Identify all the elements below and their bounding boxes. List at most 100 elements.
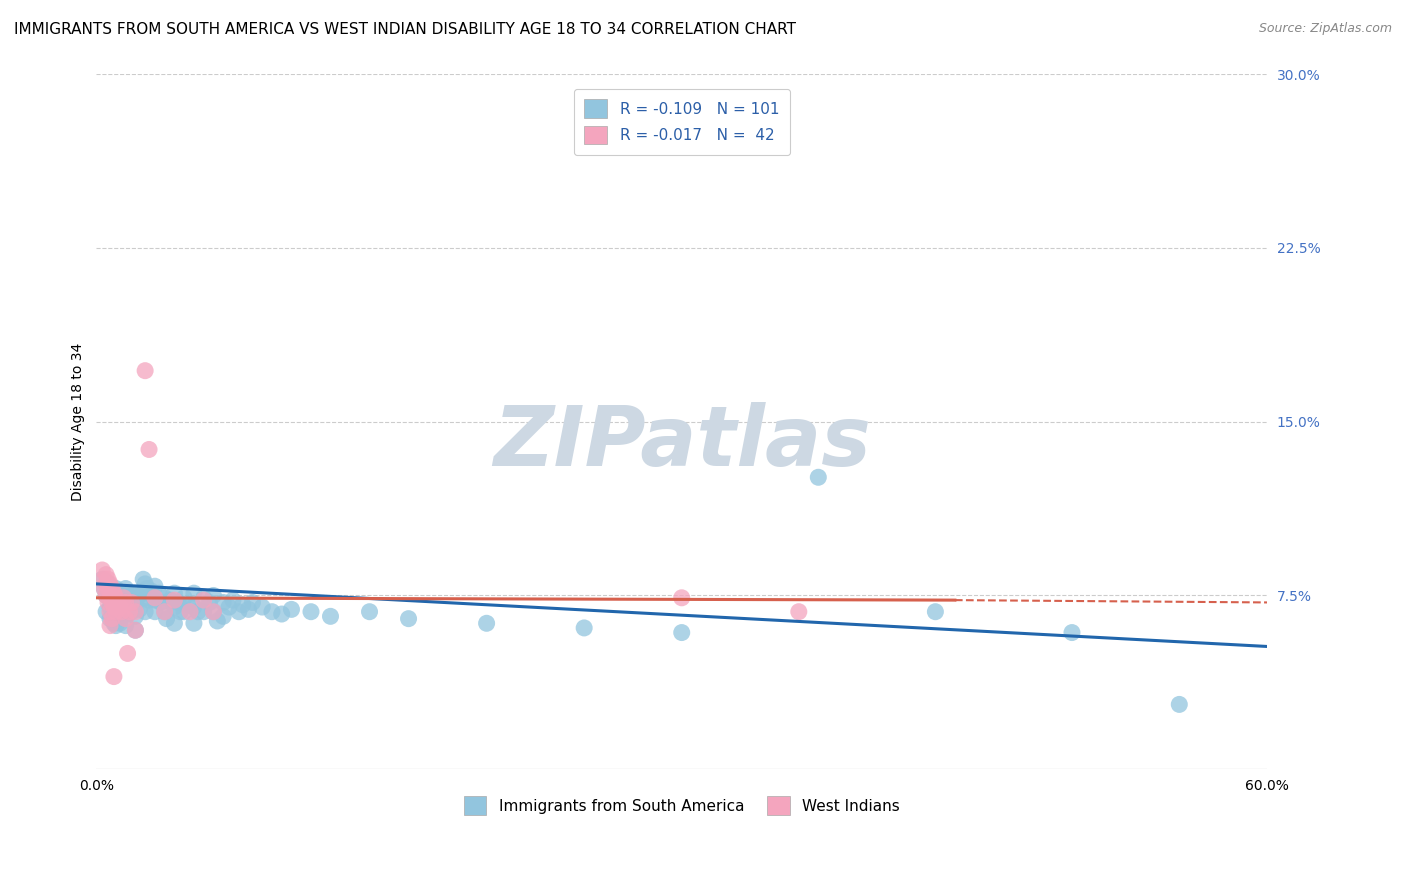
Text: Source: ZipAtlas.com: Source: ZipAtlas.com [1258,22,1392,36]
Point [117,647,139,661]
Point [270,607,292,621]
Point [238,602,260,616]
Point [94,577,117,591]
Point [103,616,125,631]
Point [114,612,136,626]
Point [671,625,693,640]
Point [103,670,125,684]
Point [124,624,146,638]
Point [138,442,160,457]
Point [183,586,205,600]
Point [124,605,146,619]
Point [173,605,195,619]
Point [163,593,186,607]
Point [124,624,146,638]
Y-axis label: Disability Age 18 to 34: Disability Age 18 to 34 [72,343,86,500]
Point [134,364,156,378]
Point [101,612,124,626]
Point [97,577,120,591]
Point [134,577,156,591]
Point [117,595,139,609]
Point [101,595,124,609]
Point [228,605,250,619]
Point [114,582,136,596]
Point [153,591,176,605]
Point [153,605,176,619]
Point [122,593,145,607]
Point [143,579,166,593]
Point [148,586,170,600]
Point [103,586,125,600]
Point [93,582,115,596]
Point [153,605,176,619]
Point [187,605,209,619]
Point [91,572,114,586]
Point [118,605,141,619]
Point [107,589,129,603]
Point [128,602,150,616]
Point [103,600,125,615]
Point [121,595,143,609]
Point [202,605,225,619]
Point [118,598,141,612]
Text: IMMIGRANTS FROM SOUTH AMERICA VS WEST INDIAN DISABILITY AGE 18 TO 34 CORRELATION: IMMIGRANTS FROM SOUTH AMERICA VS WEST IN… [14,22,796,37]
Point [132,586,155,600]
Point [475,616,498,631]
Point [280,602,302,616]
Point [111,605,134,619]
Point [101,609,124,624]
Point [173,591,195,605]
Point [94,605,117,619]
Point [98,577,121,591]
Point [104,605,127,619]
Point [124,598,146,612]
Point [167,595,190,609]
Point [132,572,155,586]
Point [134,605,156,619]
Point [98,618,121,632]
Point [398,612,420,626]
Point [155,612,177,626]
Point [163,616,186,631]
Point [159,593,181,607]
Text: ZIPatlas: ZIPatlas [492,402,870,483]
Point [114,618,136,632]
Point [101,582,124,596]
Point [260,605,283,619]
Point [103,600,125,615]
Point [143,593,166,607]
Point [104,591,127,605]
Point [94,589,117,603]
Point [94,567,117,582]
Point [572,621,595,635]
Point [631,102,654,116]
Point [177,598,200,612]
Point [103,586,125,600]
Point [111,595,134,609]
Point [114,595,136,609]
Point [93,582,115,596]
Point [671,591,693,605]
Point [319,609,342,624]
Point [207,614,229,628]
Point [143,605,166,619]
Point [1168,698,1191,712]
Point [107,595,129,609]
Point [134,591,156,605]
Point [193,593,215,607]
Point [121,591,143,605]
Point [97,582,120,596]
Point [202,589,225,603]
Point [98,605,121,619]
Point [139,583,162,598]
Point [98,591,121,605]
Point [183,616,205,631]
Point [104,595,127,609]
Point [98,612,121,626]
Legend: Immigrants from South America, West Indians: Immigrants from South America, West Indi… [454,788,910,824]
Point [232,598,254,612]
Point [91,563,114,577]
Point [124,609,146,624]
Point [97,595,120,609]
Point [93,572,115,586]
